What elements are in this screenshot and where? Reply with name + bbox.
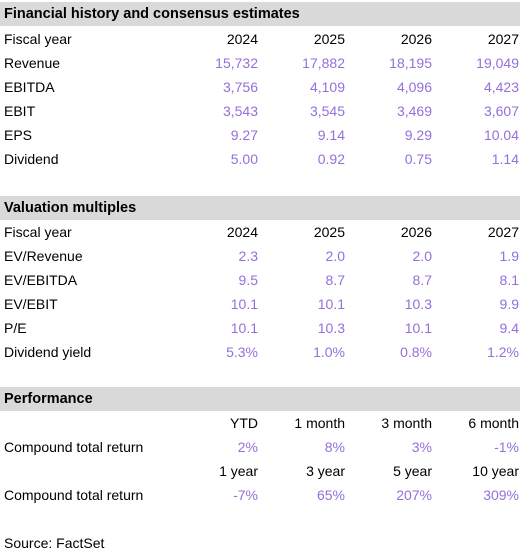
year-header: 2025 [313, 224, 345, 240]
period-header: 6 month [468, 415, 519, 431]
row-label: P/E [4, 320, 27, 336]
row-value: 19,049 [476, 55, 519, 71]
performance-section-title: Performance [0, 387, 520, 411]
row-value: 2.0 [325, 248, 345, 264]
row-value: 0.92 [317, 151, 345, 167]
row-value: 18,195 [389, 55, 432, 71]
table-row: EPS 9.27 9.14 9.29 10.04 [0, 123, 522, 147]
row-value: 4,109 [309, 79, 345, 95]
row-value: 15,732 [215, 55, 258, 71]
row-value: 3,543 [222, 103, 258, 119]
table-row: P/E 10.1 10.3 10.1 9.4 [0, 316, 522, 340]
row-value: -7% [233, 487, 258, 503]
table-row: Revenue 15,732 17,882 18,195 19,049 [0, 51, 522, 75]
performance-header-row: 1 year 3 year 5 year 10 year [0, 459, 522, 483]
row-value: 1.14 [491, 151, 519, 167]
year-header: 2024 [226, 31, 258, 47]
row-label: Dividend [4, 151, 59, 167]
valuation-header-row: Fiscal year 2024 2025 2026 2027 [0, 220, 522, 244]
table-row: Compound total return -7% 65% 207% 309% [0, 483, 522, 507]
row-value: 9.14 [317, 127, 345, 143]
row-value: 17,882 [302, 55, 345, 71]
source-note: Source: FactSet [4, 535, 105, 551]
row-value: 309% [483, 487, 519, 503]
financial-section-title: Financial history and consensus estimate… [0, 2, 520, 26]
row-label: Revenue [4, 55, 61, 71]
performance-header-row: YTD 1 month 3 month 6 month [0, 411, 522, 435]
row-label: EV/EBIT [4, 296, 58, 312]
row-value: 3,607 [483, 103, 519, 119]
fiscal-year-label: Fiscal year [4, 224, 72, 240]
period-header: 3 year [306, 463, 345, 479]
row-value: -1% [494, 439, 519, 455]
row-value: 10.3 [404, 296, 432, 312]
financial-header-row: Fiscal year 2024 2025 2026 2027 [0, 27, 522, 51]
row-value: 0.75 [404, 151, 432, 167]
table-row: Compound total return 2% 8% 3% -1% [0, 435, 522, 459]
row-value: 3,756 [222, 79, 258, 95]
period-header: 10 year [472, 463, 519, 479]
row-label: EV/EBITDA [4, 272, 78, 288]
valuation-section-title: Valuation multiples [0, 196, 520, 220]
row-value: 4,096 [396, 79, 432, 95]
row-value: 8.7 [412, 272, 432, 288]
row-label: EBIT [4, 103, 36, 119]
table-row: EBITDA 3,756 4,109 4,096 4,423 [0, 75, 522, 99]
year-header: 2027 [487, 31, 519, 47]
period-header: 1 month [294, 415, 345, 431]
period-header: YTD [230, 415, 258, 431]
table-row: EBIT 3,543 3,545 3,469 3,607 [0, 99, 522, 123]
row-value: 4,423 [483, 79, 519, 95]
table-row: Dividend 5.00 0.92 0.75 1.14 [0, 147, 522, 171]
table-row: EV/EBITDA 9.5 8.7 8.7 8.1 [0, 268, 522, 292]
row-value: 10.04 [483, 127, 519, 143]
row-value: 9.29 [404, 127, 432, 143]
row-label: Dividend yield [4, 344, 92, 360]
row-value: 9.27 [230, 127, 258, 143]
year-header: 2027 [487, 224, 519, 240]
period-header: 3 month [381, 415, 432, 431]
period-header: 1 year [219, 463, 258, 479]
row-value: 2.0 [412, 248, 432, 264]
row-value: 207% [396, 487, 432, 503]
row-value: 3,469 [396, 103, 432, 119]
year-header: 2026 [400, 224, 432, 240]
row-label: Compound total return [4, 487, 144, 503]
row-value: 10.3 [317, 320, 345, 336]
row-value: 3% [411, 439, 432, 455]
row-label: EV/Revenue [4, 248, 83, 264]
year-header: 2024 [226, 224, 258, 240]
row-value: 10.1 [317, 296, 345, 312]
row-value: 2% [237, 439, 258, 455]
table-row: Dividend yield 5.3% 1.0% 0.8% 1.2% [0, 340, 522, 364]
row-value: 10.1 [230, 296, 258, 312]
row-value: 1.2% [487, 344, 519, 360]
fiscal-year-label: Fiscal year [4, 31, 72, 47]
row-value: 9.9 [499, 296, 519, 312]
table-row: EV/EBIT 10.1 10.1 10.3 9.9 [0, 292, 522, 316]
row-value: 9.4 [499, 320, 519, 336]
year-header: 2025 [313, 31, 345, 47]
row-value: 1.0% [313, 344, 345, 360]
year-header: 2026 [400, 31, 432, 47]
row-value: 2.3 [238, 248, 258, 264]
row-label: Compound total return [4, 439, 144, 455]
row-value: 1.9 [499, 248, 519, 264]
row-value: 5.3% [226, 344, 258, 360]
row-value: 0.8% [400, 344, 432, 360]
row-value: 10.1 [404, 320, 432, 336]
row-value: 10.1 [230, 320, 258, 336]
period-header: 5 year [393, 463, 432, 479]
row-value: 8.1 [499, 272, 519, 288]
row-value: 9.5 [238, 272, 258, 288]
row-value: 5.00 [230, 151, 258, 167]
row-label: EBITDA [4, 79, 55, 95]
row-value: 65% [316, 487, 345, 503]
row-label: EPS [4, 127, 33, 143]
row-value: 3,545 [309, 103, 345, 119]
row-value: 8% [324, 439, 345, 455]
table-row: EV/Revenue 2.3 2.0 2.0 1.9 [0, 244, 522, 268]
row-value: 8.7 [325, 272, 345, 288]
